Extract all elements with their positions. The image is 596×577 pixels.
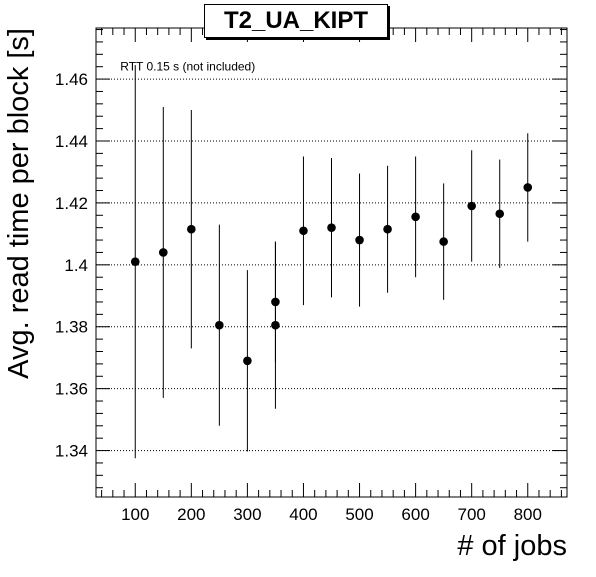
data-point <box>523 183 533 192</box>
y-tick-label: 1.42 <box>55 194 88 213</box>
data-point <box>411 212 420 222</box>
y-tick-label: 1.38 <box>55 318 88 337</box>
x-tick-label: 500 <box>345 505 373 524</box>
y-axis-title: Avg. read time per block [s] <box>3 28 35 379</box>
data-point <box>299 226 308 236</box>
data-point <box>215 320 224 330</box>
x-tick-label: 100 <box>121 505 149 524</box>
y-tick-label: 1.36 <box>55 380 88 399</box>
y-tick-label: 1.4 <box>64 256 88 275</box>
data-point <box>271 297 280 307</box>
x-tick-label: 300 <box>233 505 261 524</box>
title-box: T2_UA_KIPT <box>204 4 388 38</box>
x-tick-label: 400 <box>289 505 317 524</box>
data-point <box>355 235 364 245</box>
y-tick-label: 1.46 <box>55 70 88 89</box>
data-point <box>158 248 168 257</box>
data-point <box>243 356 252 366</box>
x-tick-label: 700 <box>457 505 485 524</box>
chart-title: T2_UA_KIPT <box>223 7 369 34</box>
data-point <box>187 224 196 234</box>
data-point <box>467 201 476 211</box>
y-tick-label: 1.34 <box>55 442 88 461</box>
data-point <box>130 257 140 267</box>
y-tick-label: 1.44 <box>55 132 88 151</box>
x-tick-label: 800 <box>514 505 542 524</box>
x-axis-title: # of jobs <box>457 530 567 562</box>
annotation-text: RTT 0.15 s (not included) <box>120 60 255 74</box>
data-point <box>439 237 448 246</box>
data-point <box>327 223 336 232</box>
data-point <box>495 209 505 219</box>
data-point <box>383 224 392 234</box>
x-tick-label: 600 <box>401 505 429 524</box>
x-tick-label: 200 <box>177 505 205 524</box>
